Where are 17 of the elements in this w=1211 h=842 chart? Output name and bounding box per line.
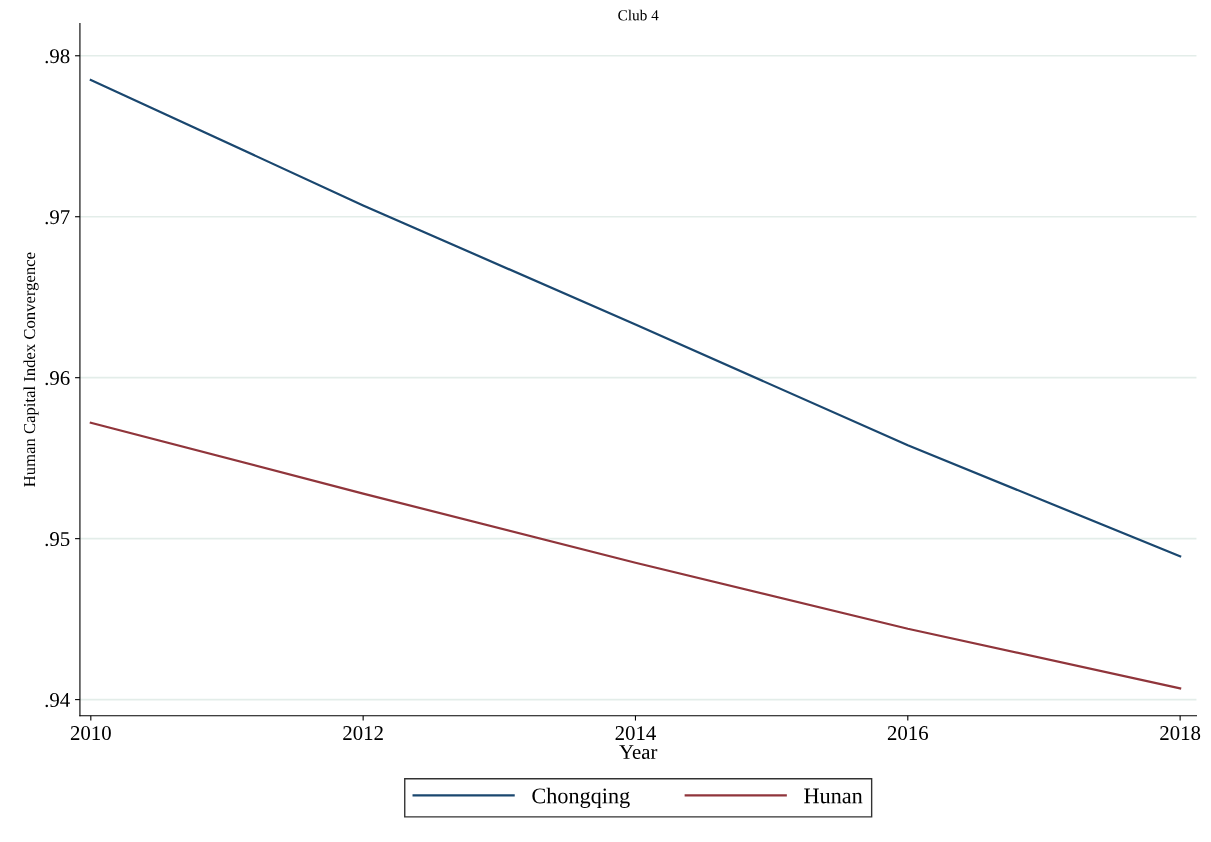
legend-label: Hunan	[804, 788, 863, 804]
y-tick-label: .98	[45, 49, 70, 64]
y-tick-label: .96	[45, 371, 70, 386]
x-axis-title: Year	[619, 745, 658, 759]
x-tick-label: 2010	[70, 726, 111, 741]
y-axis-title: Human Capital Index Convergence	[23, 252, 39, 487]
x-tick-label: 2012	[343, 726, 383, 741]
y-tick-label: .97	[45, 210, 70, 225]
line-series	[89, 78, 1182, 558]
chart-title: Club 4	[618, 9, 659, 21]
y-tick-label: .94	[45, 693, 70, 708]
x-tick-label: 2014	[615, 726, 656, 741]
x-tick-label: 2018	[1160, 726, 1201, 741]
line-series	[89, 421, 1182, 690]
legend-label: Chongqing	[532, 787, 630, 808]
y-tick-label: .95	[45, 532, 70, 547]
x-tick-label: 2016	[887, 726, 929, 741]
